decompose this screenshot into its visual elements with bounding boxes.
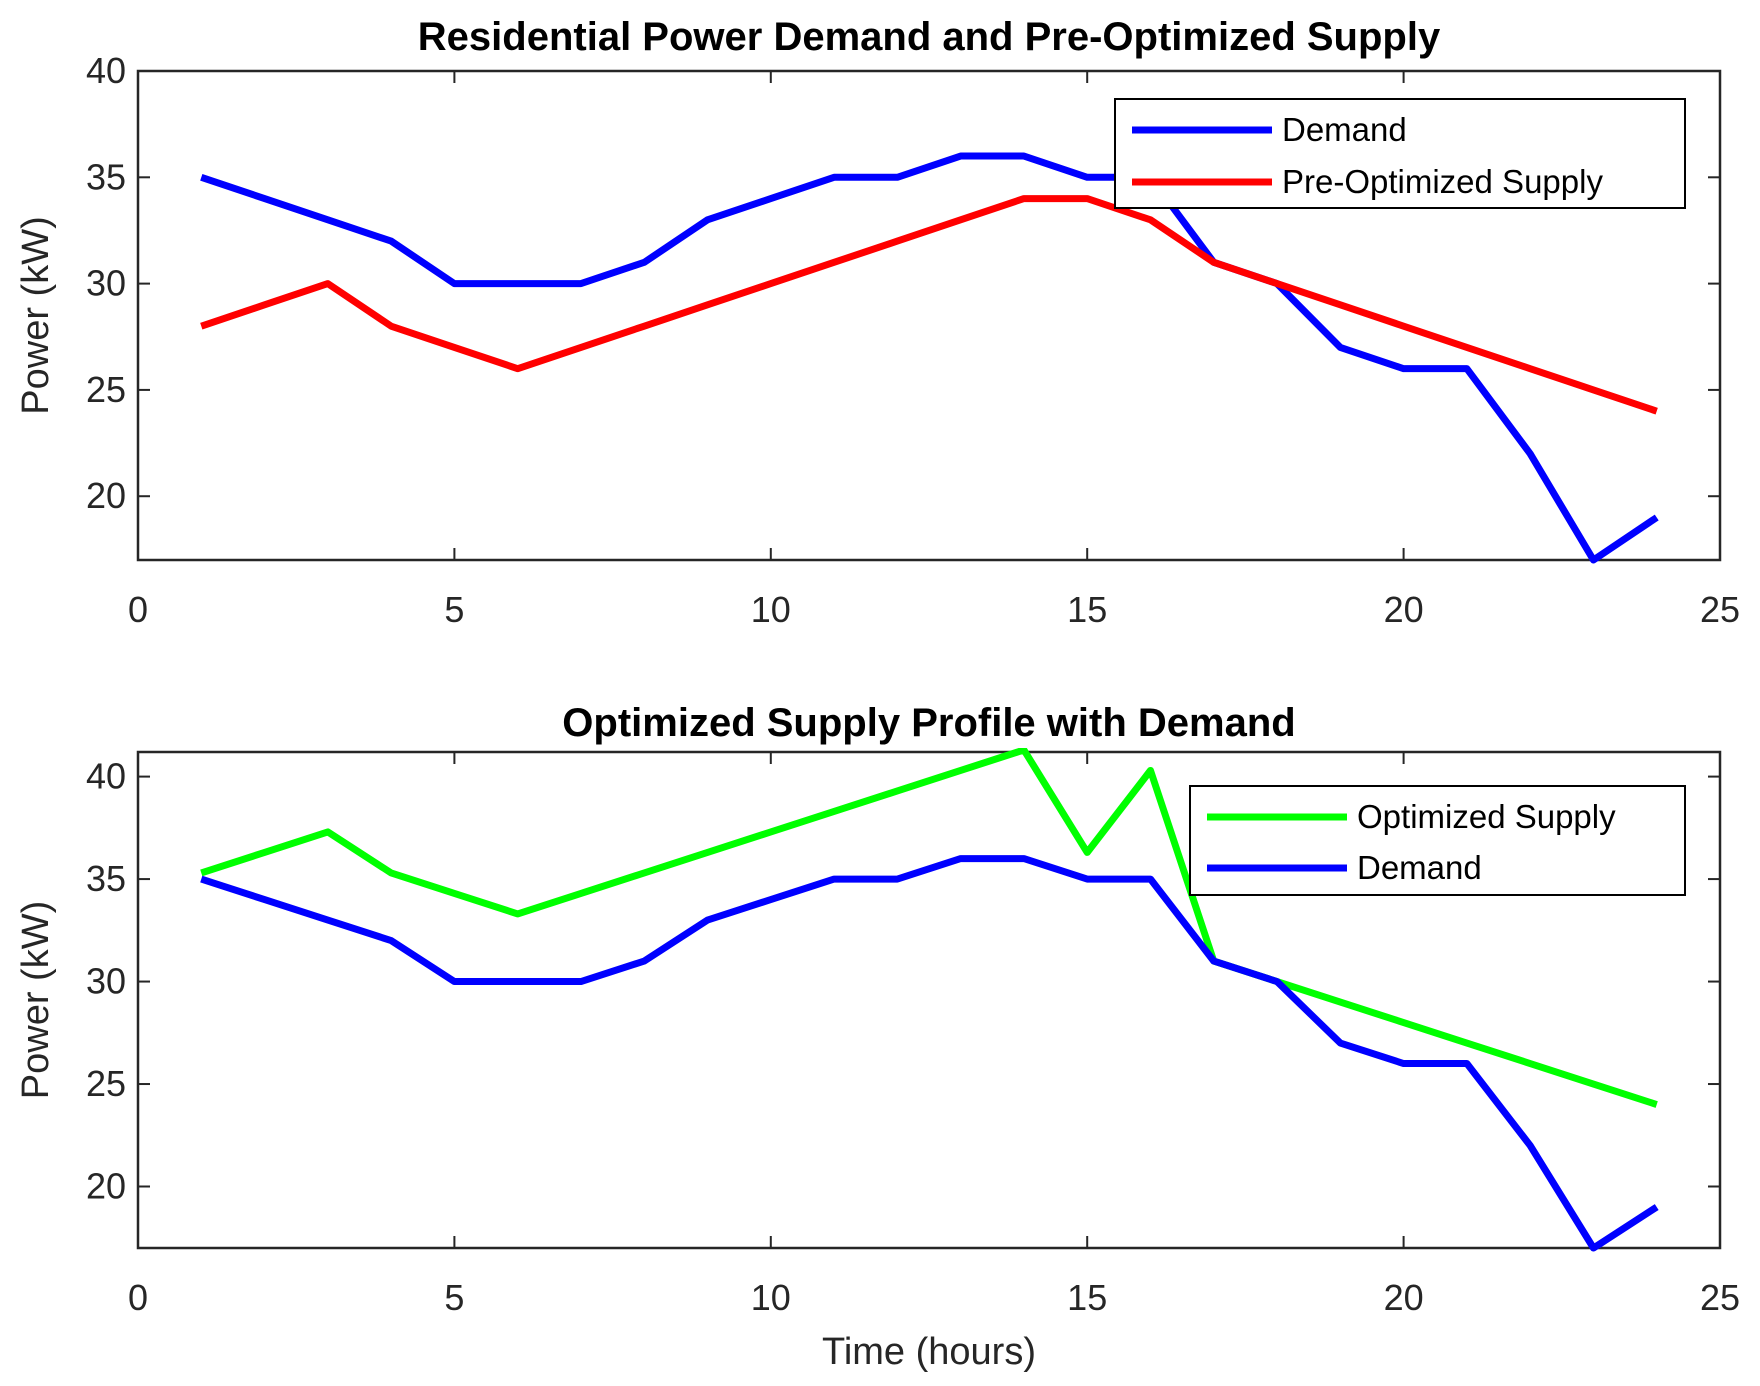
x-tick-label: 20 (1384, 1277, 1424, 1318)
legend-label: Demand (1357, 849, 1482, 886)
y-tick-label: 25 (86, 1063, 126, 1104)
y-axis-label: Power (kW) (15, 901, 57, 1099)
chart-title: Optimized Supply Profile with Demand (562, 701, 1295, 745)
x-axis-label: Time (hours) (822, 1331, 1036, 1373)
y-tick-label: 30 (86, 961, 126, 1002)
x-tick-label: 15 (1067, 1277, 1107, 1318)
legend-box (1189, 785, 1686, 896)
legend: Optimized Supply Demand (1189, 785, 1686, 896)
series-line-demand (200, 152, 1659, 564)
legend: Demand Pre-Optimized Supply (1114, 98, 1686, 209)
y-tick-label: 35 (86, 156, 126, 197)
x-tick-label: 15 (1067, 589, 1107, 630)
x-tick-label: 20 (1384, 589, 1424, 630)
x-tick-label: 0 (128, 1277, 148, 1318)
chart-top: Residential Power Demand and Pre-Optimiz… (15, 15, 1740, 630)
x-tick-label: 25 (1700, 589, 1740, 630)
legend-label: Optimized Supply (1357, 798, 1616, 835)
legend-label: Demand (1282, 111, 1407, 148)
series-line-optimized-supply (200, 748, 1658, 1108)
legend-label: Pre-Optimized Supply (1282, 163, 1603, 200)
y-tick-label: 40 (86, 756, 126, 797)
x-tick-label: 10 (751, 1277, 791, 1318)
chart-title: Residential Power Demand and Pre-Optimiz… (418, 15, 1441, 59)
y-tick-label: 20 (86, 1166, 126, 1207)
series-line-pre-optimized-supply (200, 195, 1658, 415)
x-tick-label: 0 (128, 589, 148, 630)
y-axis-label: Power (kW) (15, 216, 57, 414)
legend-box (1114, 98, 1686, 209)
x-tick-label: 5 (444, 589, 464, 630)
x-tick-label: 5 (444, 1277, 464, 1318)
series-line-demand (200, 855, 1659, 1252)
y-tick-label: 40 (86, 50, 126, 91)
y-tick-label: 30 (86, 263, 126, 304)
x-tick-label: 25 (1700, 1277, 1740, 1318)
x-tick-label: 10 (751, 589, 791, 630)
y-tick-label: 25 (86, 369, 126, 410)
chart-bottom: Optimized Supply Profile with Demand 0 5 10… (15, 701, 1740, 1373)
y-tick-label: 20 (86, 475, 126, 516)
y-tick-label: 35 (86, 858, 126, 899)
